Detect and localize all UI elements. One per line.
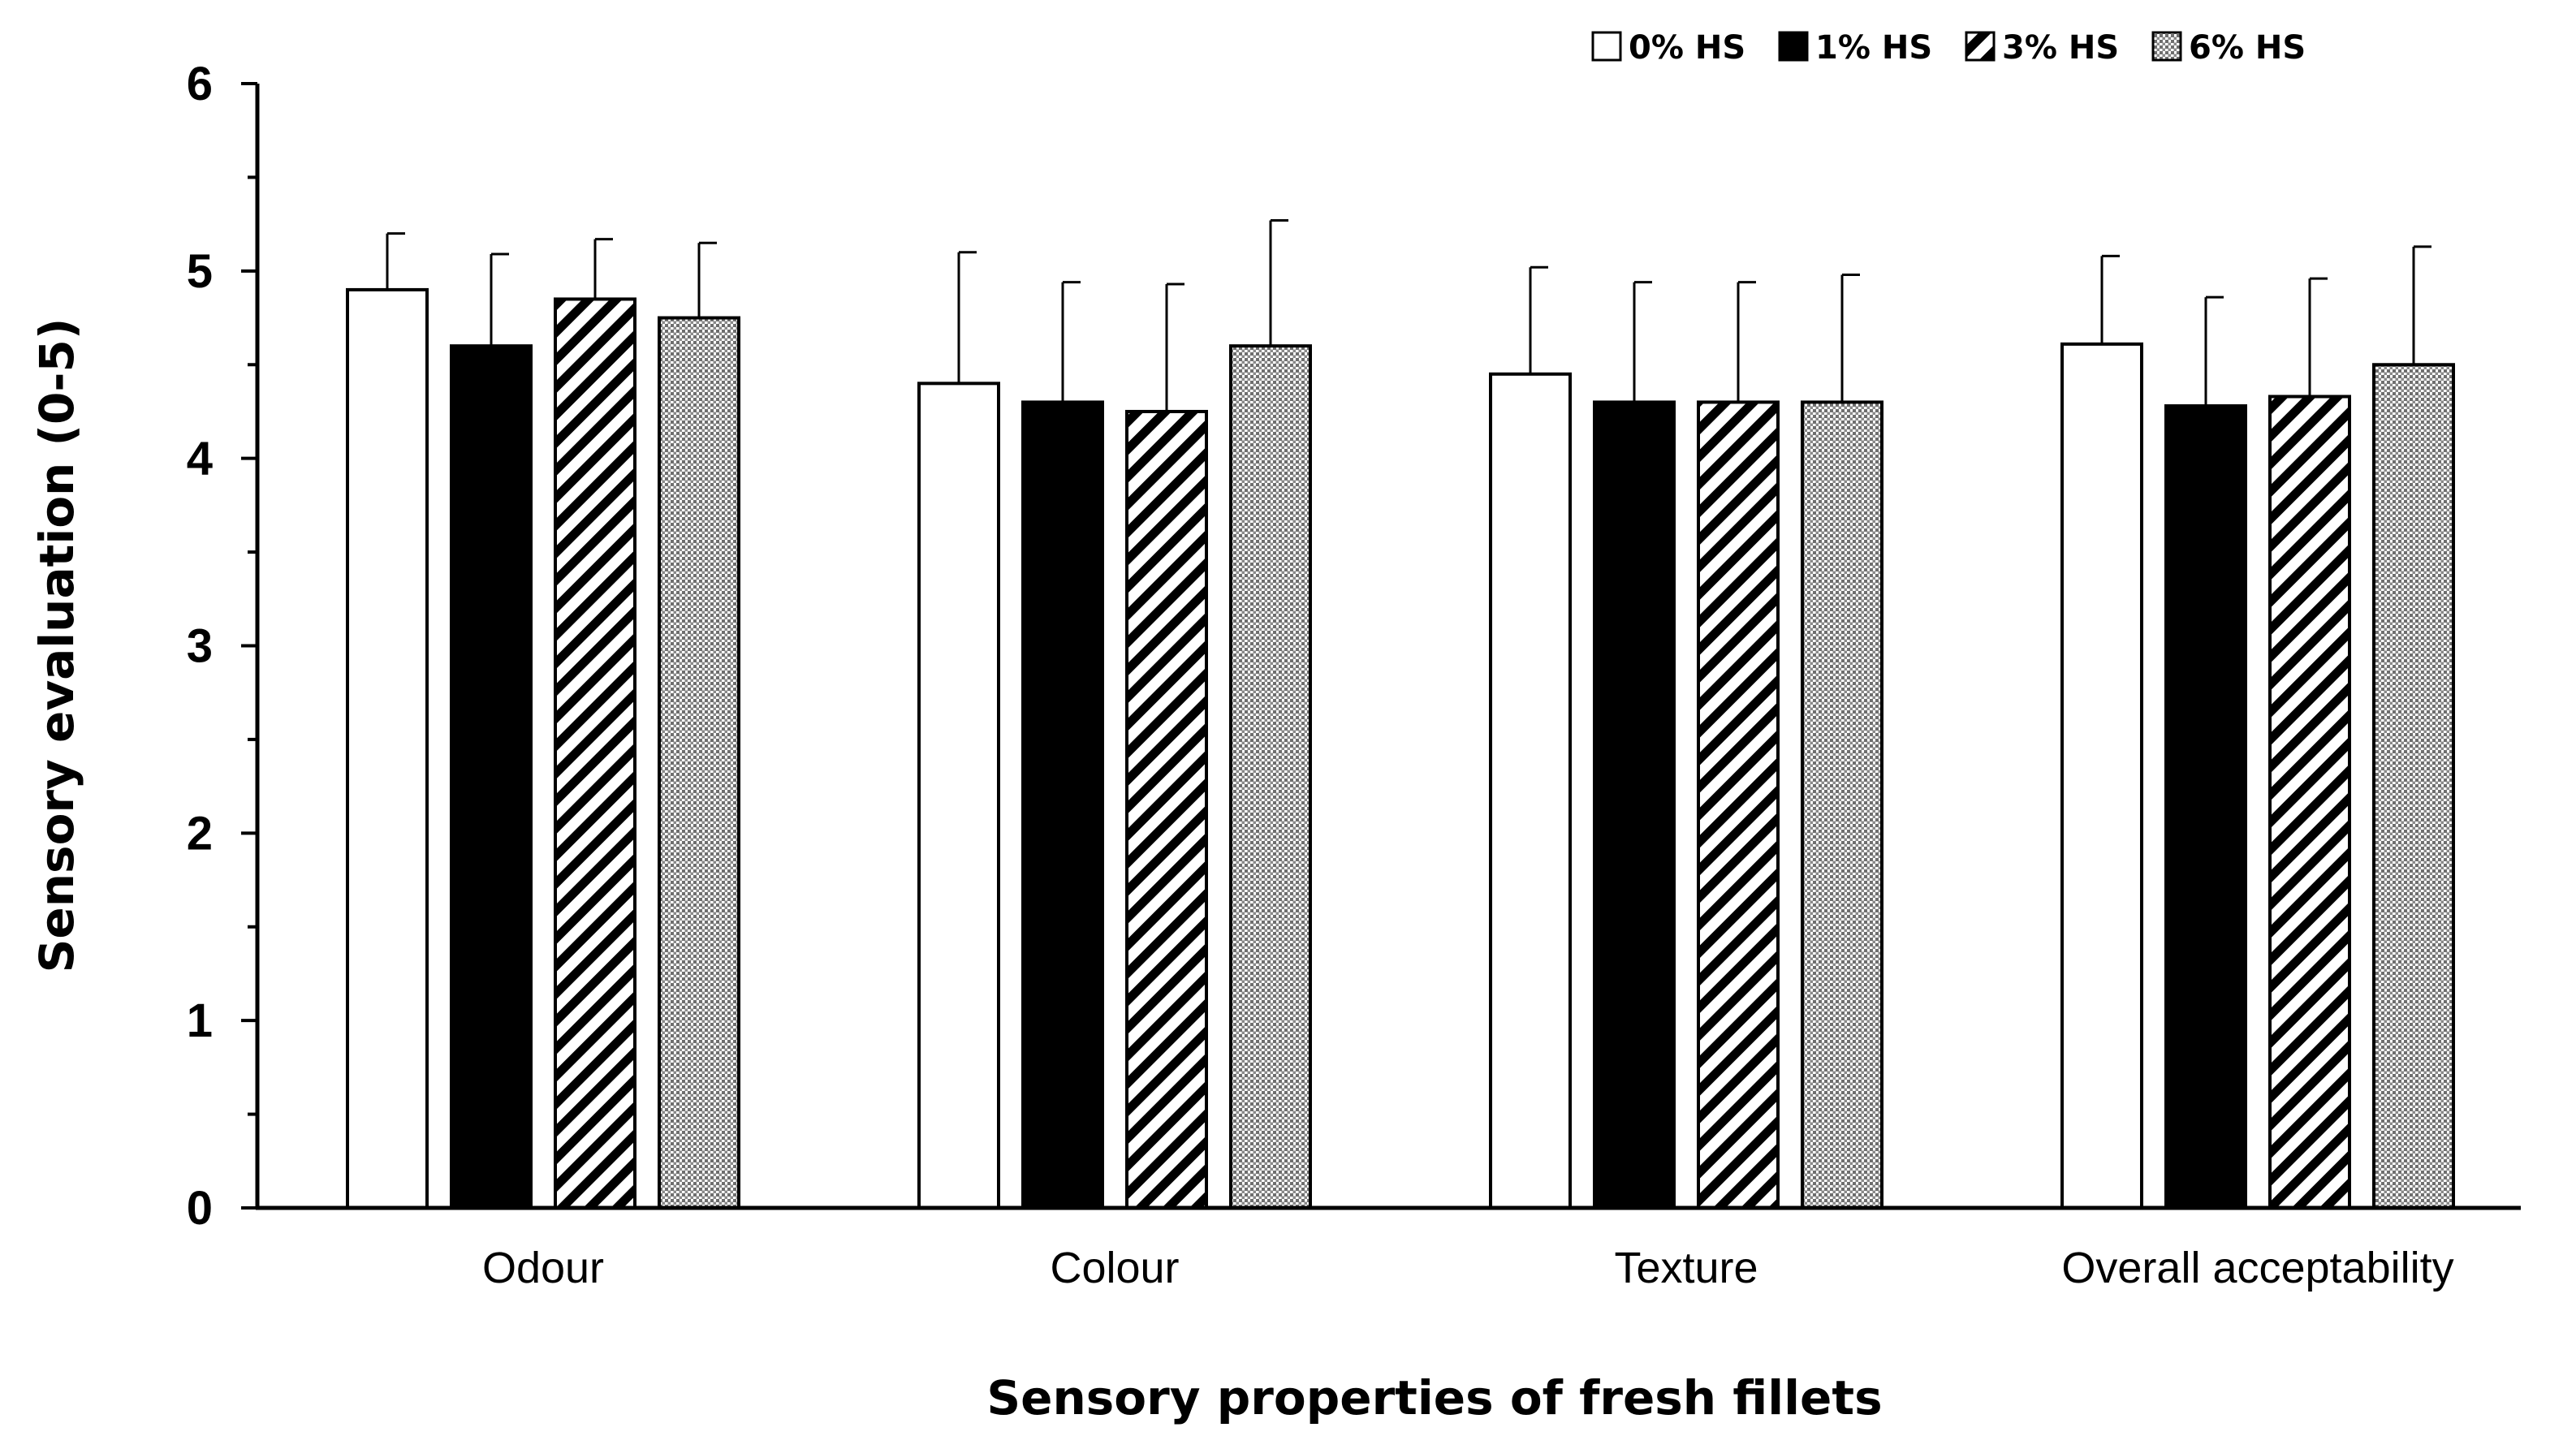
bar-6-hs-odour: [658, 316, 740, 1210]
legend-label: 6% HS: [2189, 29, 2306, 67]
legend-label: 1% HS: [1815, 29, 1932, 67]
bar-1-hs-texture: [1593, 400, 1676, 1210]
legend-label: 3% HS: [2002, 29, 2119, 67]
bars: [346, 287, 2455, 1210]
bar-0-hs-overall-acceptability: [2060, 342, 2143, 1210]
error-bars: [386, 219, 2431, 412]
bar-3-hs-odour: [554, 297, 636, 1210]
y-tick-label: 5: [187, 245, 213, 298]
y-tick-label: 4: [187, 433, 213, 485]
bar-1-hs-overall-acceptability: [2164, 404, 2247, 1210]
legend-swatch: [1591, 31, 1622, 62]
legend-label: 0% HS: [1629, 29, 1745, 67]
bar-3-hs-texture: [1697, 400, 1780, 1210]
bar-0-hs-texture: [1489, 372, 1572, 1210]
legend-swatch: [2151, 31, 2182, 62]
bar-0-hs-colour: [917, 382, 1000, 1210]
category-labels: Odour Colour Texture Overall acceptability: [482, 1244, 2454, 1292]
category-label: Texture: [1614, 1244, 1758, 1292]
x-axis-title: Sensory properties of fresh fillets: [986, 1370, 1882, 1425]
y-tick-label: 0: [187, 1182, 213, 1235]
y-tick-label: 3: [187, 620, 213, 673]
bar-6-hs-texture: [1801, 400, 1883, 1210]
legend-swatch: [1778, 31, 1809, 62]
y-axis: 0 1 2 3 4 5 6: [187, 58, 260, 1235]
bar-0-hs-odour: [346, 287, 429, 1210]
category-label: Overall acceptability: [2061, 1244, 2453, 1292]
y-tick-label: 1: [187, 994, 213, 1047]
bar-1-hs-colour: [1021, 400, 1104, 1210]
bar-6-hs-overall-acceptability: [2372, 363, 2455, 1210]
bar-3-hs-colour: [1125, 409, 1208, 1210]
legend: 0% HS 1% HS 3% HS 6% HS: [1591, 29, 2306, 67]
bar-3-hs-overall-acceptability: [2268, 395, 2351, 1210]
y-tick-label: 6: [187, 58, 213, 110]
legend-swatch: [1965, 31, 1996, 62]
y-ticks: 0 1 2 3 4 5 6: [187, 58, 257, 1235]
y-axis-title: Sensory evaluation (0-5): [29, 318, 84, 973]
category-label: Odour: [482, 1244, 604, 1292]
bar-6-hs-colour: [1229, 344, 1312, 1210]
category-label: Colour: [1050, 1244, 1179, 1292]
y-tick-label: 2: [187, 807, 213, 860]
bar-1-hs-odour: [450, 344, 533, 1210]
